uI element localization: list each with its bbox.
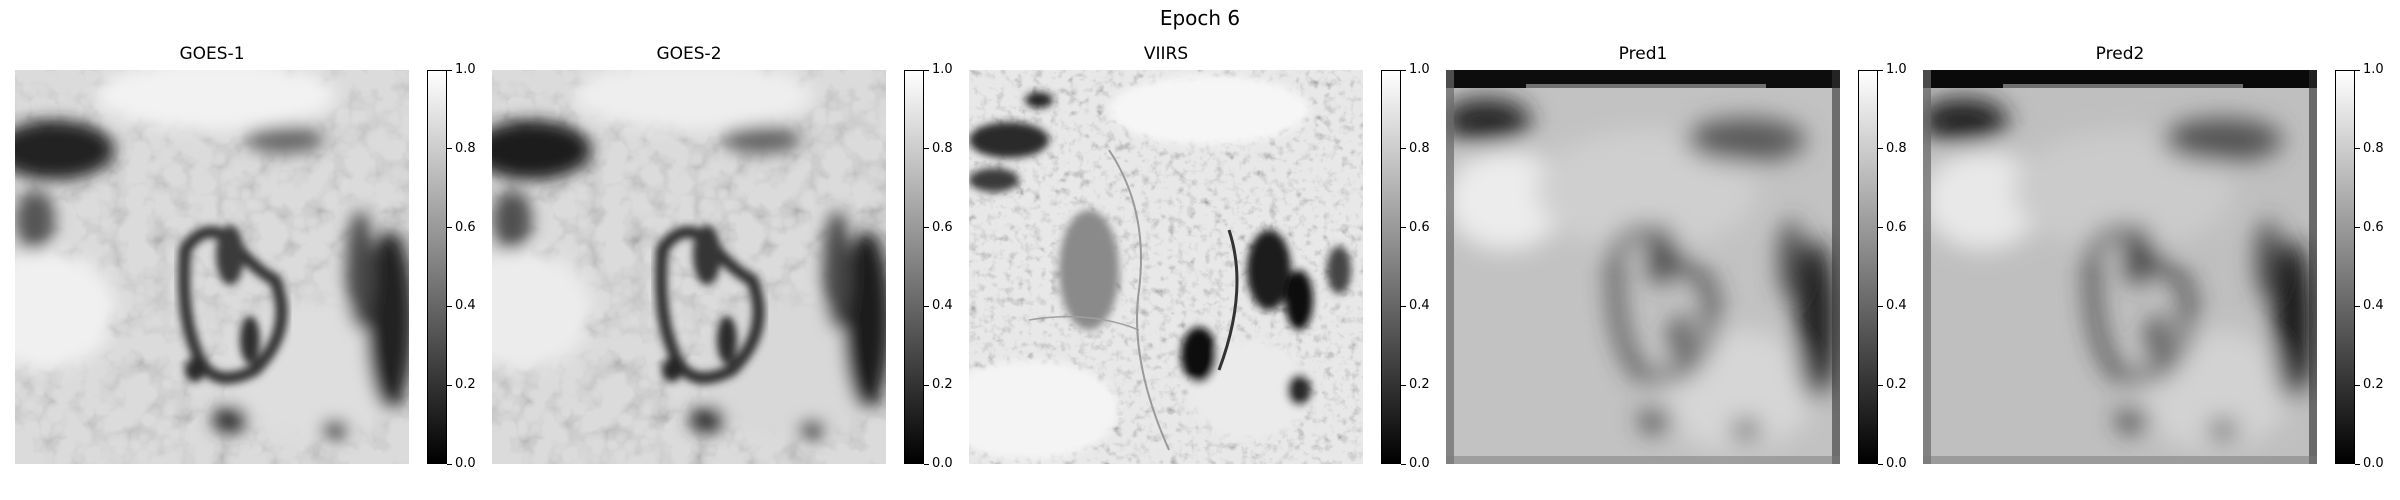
colorbar — [1381, 70, 1401, 464]
pred2-image — [1923, 70, 2317, 464]
panel-goes-1: GOES-1 — [15, 0, 493, 500]
colorbar — [427, 70, 447, 464]
figure-title: Epoch 6 — [1159, 6, 1241, 30]
goes-1-image — [15, 70, 409, 464]
colorbar — [1858, 70, 1878, 464]
panel-title: Pred2 — [2095, 44, 2145, 64]
colorbar — [2335, 70, 2355, 464]
panel-pred1: Pred1 — [1446, 0, 1924, 500]
panel-title: Pred1 — [1618, 44, 1668, 64]
pred1-image — [1446, 70, 1840, 464]
panel-title: GOES-1 — [179, 44, 245, 64]
panel-title: GOES-2 — [656, 44, 722, 64]
colorbar — [904, 70, 924, 464]
panel-pred2: Pred2 — [1923, 0, 2400, 500]
goes-2-image — [492, 70, 886, 464]
panel-goes-2: GOES-2 — [492, 0, 970, 500]
panel-title: VIIRS — [1143, 44, 1189, 64]
panel-viirs: VIIRS — [969, 0, 1447, 500]
viirs-image — [969, 70, 1363, 464]
